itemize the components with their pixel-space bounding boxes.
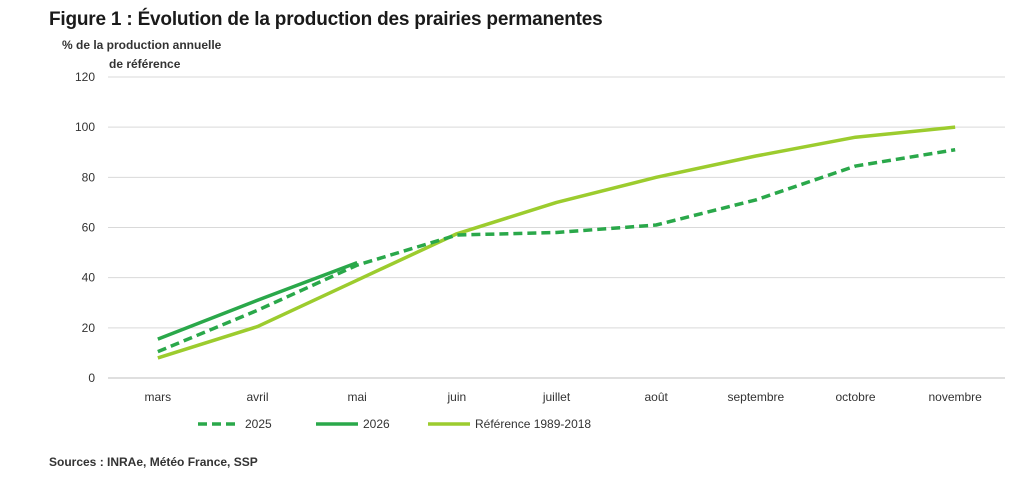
y-tick-label: 20 bbox=[82, 321, 96, 335]
y-axis-label-line2: de référence bbox=[109, 57, 181, 71]
y-axis-label-line1: % de la production annuelle bbox=[62, 38, 222, 52]
x-tick-label: mai bbox=[347, 390, 366, 404]
x-tick-label: juin bbox=[446, 390, 466, 404]
chart-source: Sources : INRAe, Météo France, SSP bbox=[49, 455, 258, 469]
x-tick-label: mars bbox=[144, 390, 171, 404]
x-tick-label: octobre bbox=[835, 390, 875, 404]
y-tick-label: 60 bbox=[82, 221, 96, 235]
legend-label-1: 2025 bbox=[245, 417, 272, 431]
x-tick-label: avril bbox=[246, 390, 268, 404]
x-tick-labels: mars avril mai juin juillet août septembre octo… bbox=[144, 390, 982, 404]
x-tick-label: juillet bbox=[542, 390, 571, 404]
legend-label-2: 2026 bbox=[363, 417, 390, 431]
y-tick-label: 40 bbox=[82, 271, 96, 285]
legend-label-3: Référence 1989-2018 bbox=[475, 417, 591, 431]
chart-title: Figure 1 : Évolution de la production de… bbox=[49, 9, 603, 30]
y-tick-labels: 0 20 40 60 80 100 120 bbox=[75, 70, 95, 385]
legend: 2025 2026 Référence 1989-2018 bbox=[198, 417, 591, 431]
series-line-3 bbox=[157, 125, 956, 360]
series-line-2 bbox=[157, 260, 358, 341]
x-tick-label: novembre bbox=[928, 390, 982, 404]
y-tick-label: 120 bbox=[75, 70, 95, 84]
x-tick-label: septembre bbox=[727, 390, 784, 404]
y-tick-label: 80 bbox=[82, 170, 96, 184]
y-axis-label: % de la production annuelle de référence bbox=[62, 36, 221, 74]
y-tick-label: 0 bbox=[88, 371, 95, 385]
y-tick-label: 100 bbox=[75, 120, 95, 134]
series-line-1 bbox=[157, 148, 956, 354]
series-lines bbox=[157, 125, 956, 360]
x-tick-label: août bbox=[644, 390, 668, 404]
